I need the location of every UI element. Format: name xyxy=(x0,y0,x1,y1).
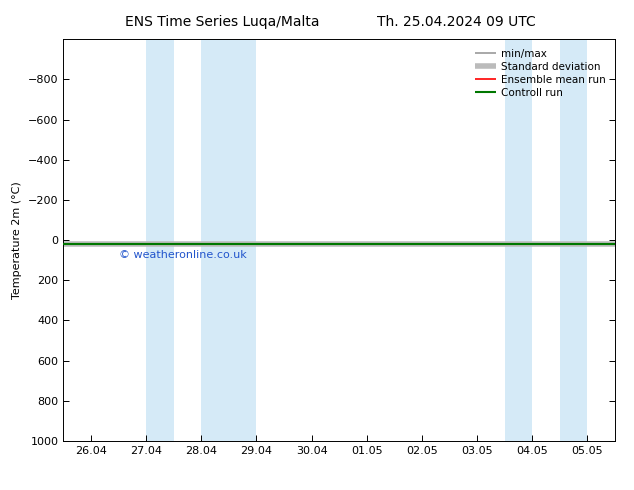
Legend: min/max, Standard deviation, Ensemble mean run, Controll run: min/max, Standard deviation, Ensemble me… xyxy=(470,45,610,102)
Bar xyxy=(560,39,588,441)
Bar xyxy=(202,39,256,441)
Text: © weatheronline.co.uk: © weatheronline.co.uk xyxy=(119,250,246,260)
Text: Th. 25.04.2024 09 UTC: Th. 25.04.2024 09 UTC xyxy=(377,15,536,29)
Y-axis label: Temperature 2m (°C): Temperature 2m (°C) xyxy=(13,181,22,299)
Bar xyxy=(146,39,174,441)
Text: ENS Time Series Luqa/Malta: ENS Time Series Luqa/Malta xyxy=(125,15,319,29)
Bar xyxy=(615,39,634,441)
Bar xyxy=(505,39,533,441)
